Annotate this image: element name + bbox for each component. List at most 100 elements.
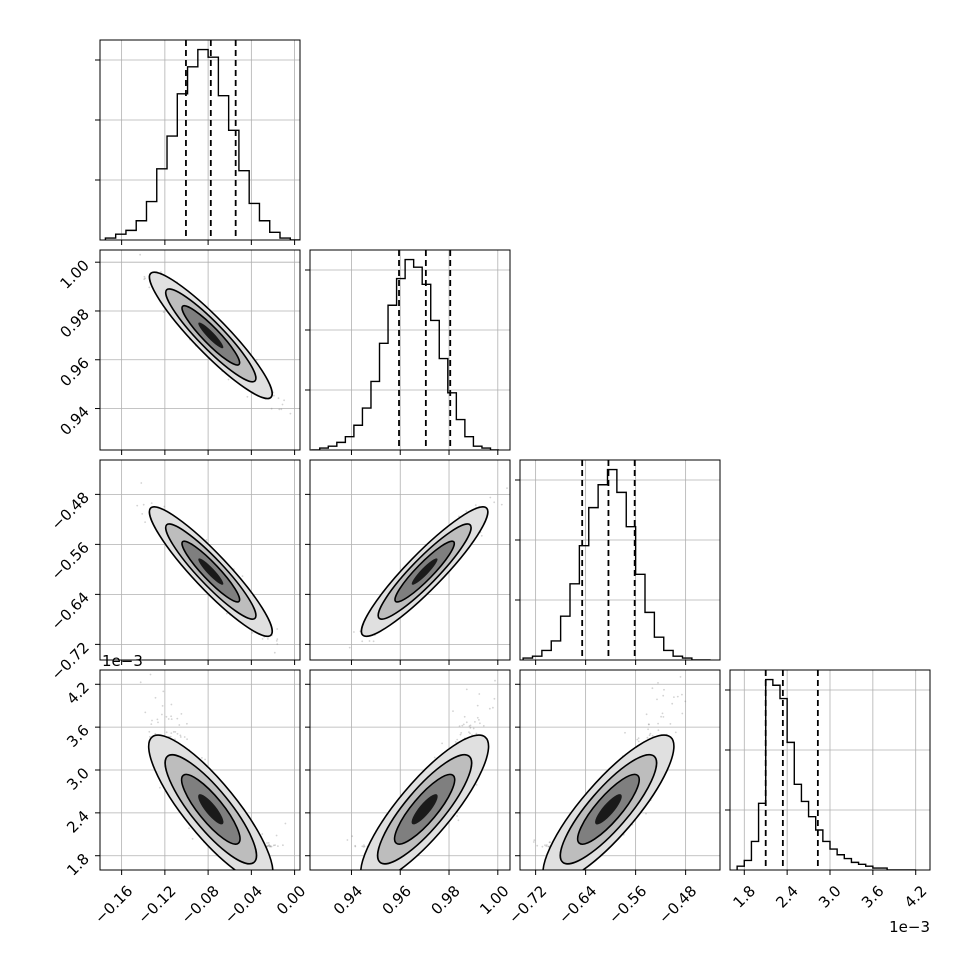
sample-point xyxy=(289,412,292,415)
sample-point xyxy=(545,845,548,847)
sample-point xyxy=(134,638,136,640)
sample-point xyxy=(549,841,551,843)
sample-point xyxy=(493,697,496,700)
sample-point xyxy=(648,734,651,737)
sample-point xyxy=(276,628,279,630)
sample-point xyxy=(150,502,153,504)
hist-panel-1 xyxy=(305,249,511,451)
sample-point xyxy=(452,710,454,712)
sample-point xyxy=(261,833,264,835)
sample-point xyxy=(282,844,284,847)
sample-point xyxy=(266,842,268,844)
sample-point xyxy=(201,757,203,759)
sample-point xyxy=(165,715,168,718)
sample-point xyxy=(273,394,275,397)
sample-point xyxy=(458,725,461,727)
contour-level-3 xyxy=(198,322,224,349)
sample-point xyxy=(681,693,683,696)
sample-point xyxy=(273,651,276,654)
sample-point xyxy=(671,702,674,705)
sample-point xyxy=(474,504,477,506)
sample-point xyxy=(266,844,269,847)
sample-point xyxy=(205,539,208,541)
scatter-panel-1-3 xyxy=(309,669,511,871)
sample-point xyxy=(136,504,139,507)
histogram-3 xyxy=(736,678,916,870)
sample-point xyxy=(469,732,471,735)
sample-point xyxy=(170,732,173,734)
sample-point xyxy=(459,733,462,736)
sample-point xyxy=(479,722,481,725)
contour-level-3 xyxy=(411,794,438,825)
sample-point xyxy=(472,727,475,730)
sample-point xyxy=(276,638,279,640)
sample-point xyxy=(456,738,459,741)
sample-point xyxy=(267,842,270,844)
sample-point xyxy=(637,740,640,743)
sample-point xyxy=(368,640,371,642)
sample-point xyxy=(361,845,364,848)
sample-point xyxy=(163,505,166,508)
sample-point xyxy=(636,738,639,741)
sample-point xyxy=(154,696,157,699)
sample-point xyxy=(465,510,468,512)
histogram-0 xyxy=(104,48,300,240)
sample-point xyxy=(158,656,160,658)
sample-point xyxy=(298,664,300,666)
sample-point xyxy=(162,690,165,693)
sample-point xyxy=(227,378,230,381)
sample-point xyxy=(478,719,480,721)
sample-point xyxy=(476,716,479,719)
sample-point xyxy=(465,721,468,724)
sample-point xyxy=(493,501,496,504)
scatter-panel-0-3 xyxy=(99,638,301,871)
sample-point xyxy=(191,837,194,840)
sample-point xyxy=(150,723,153,725)
axes-frame xyxy=(99,39,301,241)
sample-point xyxy=(261,638,264,640)
sample-point xyxy=(174,731,177,733)
sample-point xyxy=(488,707,491,710)
sample-point xyxy=(284,822,287,825)
sample-point xyxy=(348,646,351,649)
sample-point xyxy=(469,724,472,727)
sample-point xyxy=(441,742,443,745)
sample-point xyxy=(456,815,458,817)
sample-point xyxy=(277,845,279,847)
sample-point xyxy=(251,632,254,634)
sample-point xyxy=(139,253,142,256)
sample-point xyxy=(255,359,258,361)
sample-point xyxy=(661,712,664,715)
sample-point xyxy=(161,713,163,716)
contour-level-3 xyxy=(198,794,224,825)
sample-point xyxy=(482,725,485,727)
sample-point xyxy=(478,693,481,695)
sample-point xyxy=(143,275,146,278)
sample-point xyxy=(362,845,365,848)
sample-point xyxy=(475,784,478,786)
sample-point xyxy=(172,731,175,733)
sample-point xyxy=(476,704,479,707)
sample-point xyxy=(183,736,186,738)
sample-point xyxy=(458,515,460,518)
sample-point xyxy=(143,278,146,281)
sample-point xyxy=(454,741,457,743)
sample-point xyxy=(267,638,269,640)
panel-content xyxy=(136,482,300,666)
hist-panel-3 xyxy=(725,669,931,871)
sample-point xyxy=(494,679,496,682)
sample-point xyxy=(142,503,145,506)
sample-point xyxy=(283,399,285,402)
sample-point xyxy=(267,844,270,847)
sample-point xyxy=(179,734,182,737)
sample-point xyxy=(681,712,684,715)
sample-point xyxy=(492,706,494,709)
sample-point xyxy=(178,724,181,726)
sample-point xyxy=(176,732,179,735)
sample-point xyxy=(180,713,183,715)
sample-point xyxy=(468,725,471,727)
sample-point xyxy=(475,732,478,735)
sample-point xyxy=(144,711,147,714)
sample-point xyxy=(363,845,366,848)
panel-content xyxy=(139,253,292,415)
